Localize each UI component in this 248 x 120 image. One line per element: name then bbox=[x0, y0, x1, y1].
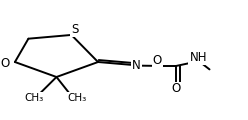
Text: CH₃: CH₃ bbox=[67, 93, 86, 103]
Text: O: O bbox=[153, 54, 162, 67]
Text: CH₃: CH₃ bbox=[24, 93, 44, 103]
Text: O: O bbox=[172, 82, 181, 96]
Text: O: O bbox=[0, 57, 10, 70]
Text: N: N bbox=[132, 59, 141, 72]
Text: NH: NH bbox=[189, 51, 207, 64]
Text: S: S bbox=[71, 23, 79, 36]
